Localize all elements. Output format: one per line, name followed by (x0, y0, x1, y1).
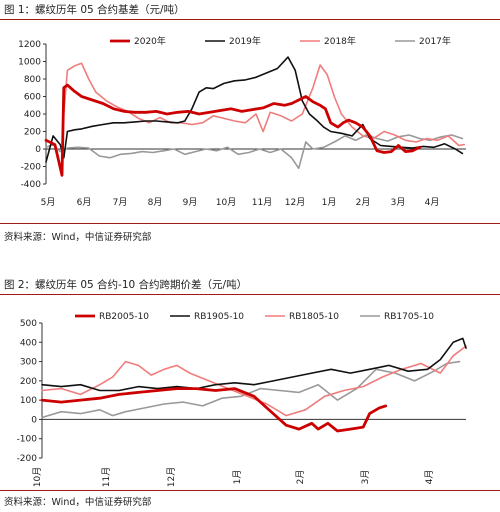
x-tick-label: 2月 (356, 197, 371, 208)
figure-1-top-rule (0, 19, 500, 20)
x-tick-label: 7月 (113, 197, 128, 208)
y-tick-label: 200 (20, 377, 37, 387)
legend-label: 2019年 (229, 35, 261, 47)
series-line-3 (41, 360, 461, 419)
x-tick-label: 2月 (295, 470, 306, 485)
y-tick-label: -100 (17, 435, 38, 445)
x-tick-label: 5月 (41, 197, 56, 208)
series-line-3 (45, 134, 464, 170)
y-tick-label: -200 (17, 454, 38, 464)
y-tick-label: 1000 (18, 58, 41, 68)
y-tick-label: 600 (24, 93, 41, 103)
x-tick-label: 12月 (285, 197, 305, 208)
legend-label: RB2005-10 (99, 312, 149, 322)
x-tick-label: 4月 (425, 197, 440, 208)
figure-1-title: 图 1：螺纹历年 05 合约基差（元/吨） (4, 4, 185, 16)
legend-label: 2018年 (324, 35, 356, 47)
y-tick-label: 0 (35, 145, 41, 155)
legend-label: RB1905-10 (194, 312, 244, 322)
series-line-0 (44, 83, 422, 177)
x-tick-label: 3月 (391, 197, 406, 208)
y-tick-label: -400 (21, 180, 42, 190)
series-line-0 (40, 387, 388, 433)
series-line-1 (41, 337, 467, 392)
x-tick-label: 8月 (148, 197, 163, 208)
figure-2-bottom-rule (0, 490, 500, 491)
figure-1-bottom-rule (0, 223, 500, 224)
series-line-2 (41, 345, 467, 417)
y-tick-label: 200 (24, 128, 41, 138)
y-tick-label: 300 (20, 358, 37, 368)
x-tick-label: 1月 (322, 197, 337, 208)
x-tick-label: 10月 (32, 467, 43, 487)
y-tick-label: 500 (20, 319, 37, 329)
basis-line-chart: 1200 1000 800 600 400 200 0 -200 -400 5月 6月 7月 8月 9月 1… (18, 35, 466, 208)
x-tick-label: 11月 (101, 467, 112, 487)
legend-label: 2017年 (419, 35, 451, 47)
y-tick-label: 1200 (18, 40, 41, 50)
x-tick-label: 12月 (166, 467, 177, 487)
x-tick-label: 11月 (252, 197, 272, 208)
figure-1-source: 资料来源：Wind，中信证券研究部 (4, 232, 152, 243)
y-tick-label: -200 (21, 163, 42, 173)
spread-line-chart: 500 400 300 200 100 0 -100 -200 10月 11月 12月 1月 2月 3月 4… (17, 312, 467, 487)
legend-label: RB1805-10 (289, 312, 339, 322)
x-tick-label: 4月 (424, 470, 435, 485)
series-line-1 (45, 56, 464, 163)
figure-2-top-rule (0, 294, 500, 295)
legend-label: 2020年 (134, 35, 166, 47)
x-tick-label: 1月 (232, 470, 243, 485)
x-tick-label: 3月 (360, 470, 371, 485)
figure-2-source: 资料来源：Wind，中信证券研究部 (4, 497, 152, 508)
y-tick-label: 400 (20, 338, 37, 348)
y-tick-label: 800 (24, 75, 41, 85)
legend-label: RB1705-10 (384, 312, 434, 322)
y-tick-label: 400 (24, 110, 41, 120)
x-tick-label: 6月 (77, 197, 92, 208)
y-tick-label: 0 (31, 415, 37, 425)
y-tick-label: 100 (20, 396, 37, 406)
x-tick-label: 10月 (216, 197, 236, 208)
figure-2-title: 图 2：螺纹历年 05 合约-10 合约跨期价差（元/吨） (4, 279, 248, 291)
x-tick-label: 9月 (183, 197, 198, 208)
series-line-2 (63, 62, 465, 147)
